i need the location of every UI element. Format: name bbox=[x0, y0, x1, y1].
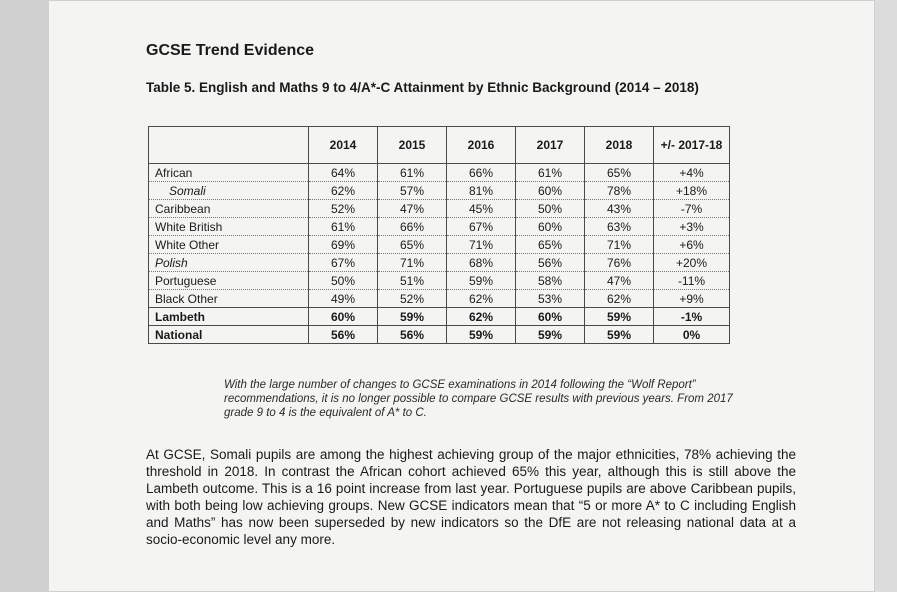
document-page: GCSE Trend Evidence Table 5. English and… bbox=[48, 0, 875, 592]
value-cell: 52% bbox=[377, 289, 447, 308]
value-cell: 53% bbox=[515, 289, 585, 308]
table-header-row: 2014 2015 2016 2017 2018 +/- 2017-18 bbox=[148, 126, 730, 164]
row-label: Portuguese bbox=[148, 271, 309, 290]
table-row: Black Other 49% 52% 62% 53% 62% +9% bbox=[148, 289, 730, 308]
value-cell: 43% bbox=[584, 199, 654, 218]
value-cell: 65% bbox=[377, 235, 447, 254]
value-cell: 78% bbox=[584, 181, 654, 200]
value-cell: 71% bbox=[446, 235, 516, 254]
row-label: Lambeth bbox=[148, 307, 309, 326]
row-label: Caribbean bbox=[148, 199, 309, 218]
attainment-table: 2014 2015 2016 2017 2018 +/- 2017-18 African 6… bbox=[148, 126, 730, 344]
header-cell: 2018 bbox=[584, 126, 654, 164]
header-cell: 2016 bbox=[446, 126, 516, 164]
value-cell: -1% bbox=[653, 307, 730, 326]
value-cell: 65% bbox=[584, 163, 654, 182]
table-row: White British 61% 66% 67% 60% 63% +3% bbox=[148, 217, 730, 236]
value-cell: 56% bbox=[308, 325, 378, 344]
right-background bbox=[875, 0, 897, 592]
row-label: African bbox=[148, 163, 309, 182]
value-cell: +18% bbox=[653, 181, 730, 200]
value-cell: 59% bbox=[584, 307, 654, 326]
value-cell: 66% bbox=[377, 217, 447, 236]
value-cell: 64% bbox=[308, 163, 378, 182]
value-cell: 67% bbox=[308, 253, 378, 272]
value-cell: 60% bbox=[515, 307, 585, 326]
value-cell: 59% bbox=[515, 325, 585, 344]
left-background bbox=[0, 0, 48, 592]
value-cell: 62% bbox=[584, 289, 654, 308]
row-label: Somali bbox=[148, 181, 309, 200]
value-cell: 81% bbox=[446, 181, 516, 200]
value-cell: +4% bbox=[653, 163, 730, 182]
table-row: Lambeth 60% 59% 62% 60% 59% -1% bbox=[148, 307, 730, 326]
value-cell: 71% bbox=[584, 235, 654, 254]
value-cell: 56% bbox=[515, 253, 585, 272]
value-cell: 61% bbox=[515, 163, 585, 182]
value-cell: 47% bbox=[584, 271, 654, 290]
value-cell: +9% bbox=[653, 289, 730, 308]
value-cell: 71% bbox=[377, 253, 447, 272]
value-cell: 50% bbox=[308, 271, 378, 290]
value-cell: 68% bbox=[446, 253, 516, 272]
table-row: Somali 62% 57% 81% 60% 78% +18% bbox=[148, 181, 730, 200]
value-cell: 47% bbox=[377, 199, 447, 218]
header-cell: 2017 bbox=[515, 126, 585, 164]
value-cell: 59% bbox=[446, 271, 516, 290]
value-cell: 59% bbox=[584, 325, 654, 344]
body-paragraph: At GCSE, Somali pupils are among the hig… bbox=[146, 447, 796, 547]
value-cell: 45% bbox=[446, 199, 516, 218]
row-label: National bbox=[148, 325, 309, 344]
table-body: African 64% 61% 66% 61% 65% +4% Somali 62% 57% 81%… bbox=[148, 163, 730, 344]
header-cell: 2014 bbox=[308, 126, 378, 164]
table-row: White Other 69% 65% 71% 65% 71% +6% bbox=[148, 235, 730, 254]
value-cell: 0% bbox=[653, 325, 730, 344]
value-cell: 59% bbox=[446, 325, 516, 344]
value-cell: 62% bbox=[446, 307, 516, 326]
value-cell: 69% bbox=[308, 235, 378, 254]
header-cell-blank bbox=[148, 126, 309, 164]
value-cell: 59% bbox=[377, 307, 447, 326]
value-cell: 51% bbox=[377, 271, 447, 290]
value-cell: -7% bbox=[653, 199, 730, 218]
value-cell: 63% bbox=[584, 217, 654, 236]
value-cell: -11% bbox=[653, 271, 730, 290]
value-cell: 65% bbox=[515, 235, 585, 254]
table-footnote: With the large number of changes to GCSE… bbox=[224, 379, 733, 419]
value-cell: 50% bbox=[515, 199, 585, 218]
value-cell: 49% bbox=[308, 289, 378, 308]
header-cell: 2015 bbox=[377, 126, 447, 164]
value-cell: +3% bbox=[653, 217, 730, 236]
table-title: Table 5. English and Maths 9 to 4/A*-C A… bbox=[146, 80, 699, 95]
value-cell: 61% bbox=[308, 217, 378, 236]
value-cell: 62% bbox=[446, 289, 516, 308]
value-cell: +6% bbox=[653, 235, 730, 254]
value-cell: 60% bbox=[308, 307, 378, 326]
value-cell: 58% bbox=[515, 271, 585, 290]
value-cell: +20% bbox=[653, 253, 730, 272]
value-cell: 67% bbox=[446, 217, 516, 236]
value-cell: 76% bbox=[584, 253, 654, 272]
row-label: White Other bbox=[148, 235, 309, 254]
row-label: Black Other bbox=[148, 289, 309, 308]
value-cell: 60% bbox=[515, 217, 585, 236]
section-heading: GCSE Trend Evidence bbox=[146, 42, 315, 59]
row-label: White British bbox=[148, 217, 309, 236]
value-cell: 66% bbox=[446, 163, 516, 182]
value-cell: 61% bbox=[377, 163, 447, 182]
value-cell: 57% bbox=[377, 181, 447, 200]
value-cell: 52% bbox=[308, 199, 378, 218]
table-row: African 64% 61% 66% 61% 65% +4% bbox=[148, 163, 730, 182]
value-cell: 60% bbox=[515, 181, 585, 200]
value-cell: 56% bbox=[377, 325, 447, 344]
table-row: Caribbean 52% 47% 45% 50% 43% -7% bbox=[148, 199, 730, 218]
table-row: National 56% 56% 59% 59% 59% 0% bbox=[148, 325, 730, 344]
row-label: Polish bbox=[148, 253, 309, 272]
value-cell: 62% bbox=[308, 181, 378, 200]
table-row: Polish 67% 71% 68% 56% 76% +20% bbox=[148, 253, 730, 272]
table-row: Portuguese 50% 51% 59% 58% 47% -11% bbox=[148, 271, 730, 290]
header-cell: +/- 2017-18 bbox=[653, 126, 730, 164]
